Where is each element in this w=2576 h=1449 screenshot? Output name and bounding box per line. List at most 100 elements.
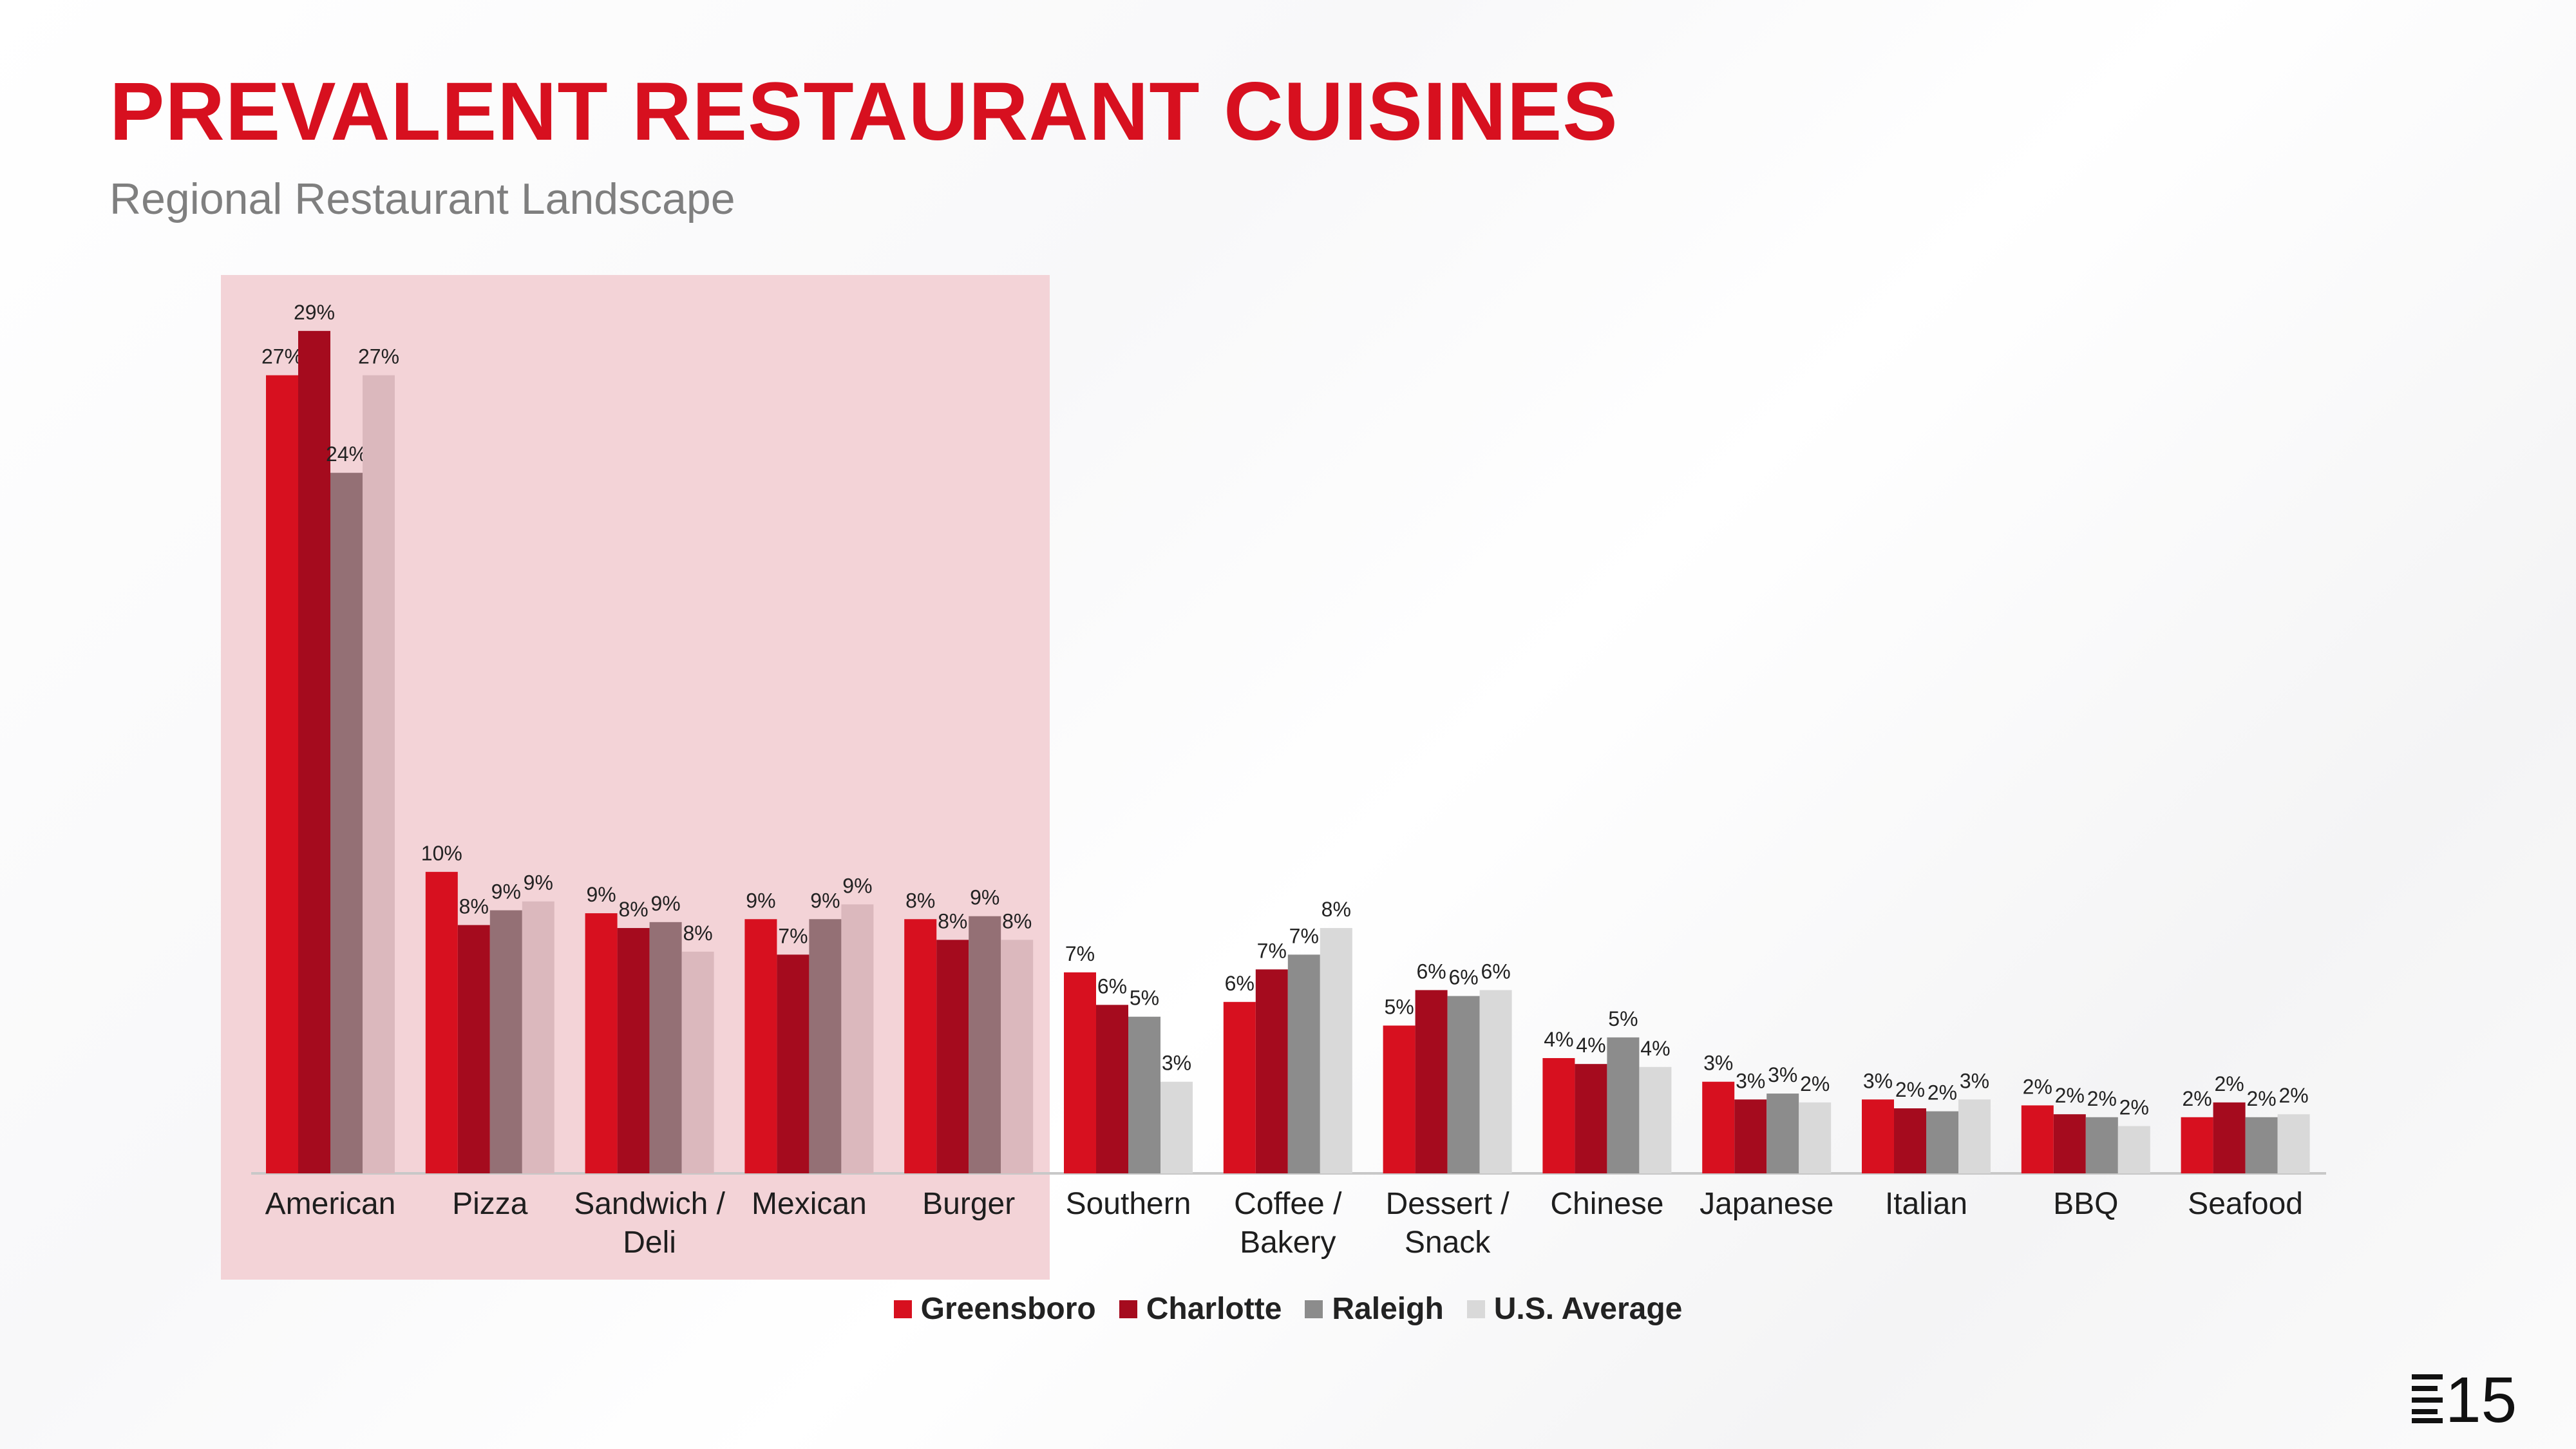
data-label-charlotte-12: 2% <box>2214 1072 2244 1095</box>
bar-raleigh-6 <box>1287 954 1320 1173</box>
category-label-2: Sandwich / <box>574 1187 725 1221</box>
bar-charlotte-2 <box>617 928 650 1173</box>
category-label-11: BBQ <box>2053 1187 2118 1221</box>
category-label-7: Dessert / <box>1386 1187 1510 1221</box>
bar-greensboro-6 <box>1223 1001 1256 1173</box>
bar-charlotte-11 <box>2053 1114 2086 1173</box>
data-label-greensboro-2: 9% <box>586 883 616 906</box>
bar-charlotte-3 <box>777 954 810 1173</box>
bar-charlotte-0 <box>298 330 330 1173</box>
bar-us-average-8 <box>1639 1066 1672 1173</box>
logo-text: 15 <box>2445 1372 2517 1423</box>
bar-greensboro-9 <box>1702 1081 1735 1173</box>
data-label-us-average-8: 4% <box>1640 1037 1670 1060</box>
category-label-9: Japanese <box>1700 1187 1833 1221</box>
category-label-5: Southern <box>1066 1187 1191 1221</box>
data-label-raleigh-1: 9% <box>491 880 521 903</box>
category-label-4: Burger <box>922 1187 1015 1221</box>
data-label-raleigh-2: 9% <box>650 892 680 915</box>
bar-greensboro-0 <box>266 375 298 1174</box>
legend-label-greensboro: Greensboro <box>920 1292 1096 1326</box>
data-label-greensboro-5: 7% <box>1065 942 1095 965</box>
data-label-charlotte-6: 7% <box>1257 939 1287 962</box>
legend-swatch-us-average <box>1466 1300 1485 1318</box>
bar-greensboro-7 <box>1383 1025 1416 1173</box>
bar-greensboro-12 <box>2181 1117 2213 1173</box>
bar-greensboro-4 <box>904 919 937 1173</box>
bar-us-average-6 <box>1320 928 1352 1173</box>
data-label-us-average-3: 9% <box>842 874 872 897</box>
category-label-2: Deli <box>623 1226 676 1260</box>
bar-raleigh-10 <box>1926 1111 1958 1173</box>
data-label-us-average-0: 27% <box>358 345 399 368</box>
category-label-10: Italian <box>1885 1187 1967 1221</box>
data-label-raleigh-6: 7% <box>1289 924 1319 947</box>
bar-us-average-3 <box>841 904 874 1173</box>
data-label-greensboro-6: 6% <box>1225 972 1255 995</box>
data-label-us-average-10: 3% <box>1960 1069 1989 1092</box>
data-label-greensboro-0: 27% <box>261 345 303 368</box>
bar-charlotte-12 <box>2213 1102 2246 1173</box>
bar-raleigh-3 <box>809 919 842 1173</box>
data-label-charlotte-8: 4% <box>1576 1034 1605 1057</box>
bar-us-average-5 <box>1160 1081 1193 1173</box>
legend-label-us-average: U.S. Average <box>1493 1292 1683 1326</box>
bar-greensboro-5 <box>1064 972 1096 1173</box>
bar-greensboro-3 <box>744 919 777 1173</box>
bar-raleigh-4 <box>969 916 1001 1173</box>
legend-item-raleigh: Raleigh <box>1305 1291 1444 1327</box>
data-label-charlotte-0: 29% <box>294 301 335 324</box>
data-label-charlotte-2: 8% <box>618 898 648 921</box>
e15-logo-icon: 15 <box>2412 1372 2517 1423</box>
bar-raleigh-11 <box>2085 1117 2118 1173</box>
bar-raleigh-2 <box>649 922 682 1173</box>
data-label-us-average-2: 8% <box>683 922 712 945</box>
bar-greensboro-2 <box>585 913 618 1173</box>
bar-us-average-7 <box>1479 990 1512 1173</box>
data-label-charlotte-3: 7% <box>778 924 808 947</box>
legend-swatch-greensboro <box>893 1300 912 1318</box>
data-label-raleigh-11: 2% <box>2087 1087 2117 1110</box>
page-subtitle: Regional Restaurant Landscape <box>109 175 735 223</box>
data-label-greensboro-7: 5% <box>1384 996 1414 1019</box>
data-label-us-average-11: 2% <box>2119 1096 2149 1119</box>
data-label-greensboro-8: 4% <box>1544 1028 1573 1051</box>
data-label-us-average-5: 3% <box>1162 1052 1191 1075</box>
bar-us-average-0 <box>363 375 395 1174</box>
data-label-greensboro-12: 2% <box>2182 1087 2211 1110</box>
data-label-charlotte-9: 3% <box>1736 1069 1765 1092</box>
data-label-raleigh-4: 9% <box>970 886 999 909</box>
bar-greensboro-1 <box>425 871 458 1173</box>
data-label-us-average-12: 2% <box>2278 1084 2308 1107</box>
category-label-6: Coffee / <box>1234 1187 1342 1221</box>
category-label-7: Snack <box>1405 1226 1491 1260</box>
data-label-raleigh-7: 6% <box>1448 966 1478 989</box>
bar-greensboro-10 <box>1862 1099 1894 1173</box>
bar-charlotte-9 <box>1734 1099 1767 1173</box>
bar-us-average-12 <box>2277 1114 2310 1173</box>
data-label-greensboro-1: 10% <box>421 842 462 865</box>
bar-us-average-11 <box>2117 1126 2150 1173</box>
bar-greensboro-8 <box>1542 1057 1575 1173</box>
data-label-greensboro-10: 3% <box>1863 1069 1893 1092</box>
page-title: PREVALENT RESTAURANT CUISINES <box>109 66 1618 158</box>
bar-charlotte-5 <box>1096 1005 1128 1173</box>
data-label-us-average-6: 8% <box>1321 898 1351 921</box>
data-label-raleigh-9: 3% <box>1768 1063 1797 1086</box>
bar-charlotte-8 <box>1575 1064 1607 1173</box>
chart-legend: Greensboro Charlotte Raleigh U.S. Averag… <box>0 1291 2576 1327</box>
legend-label-raleigh: Raleigh <box>1332 1292 1444 1326</box>
category-label-8: Chinese <box>1550 1187 1663 1221</box>
data-label-raleigh-3: 9% <box>810 889 840 912</box>
data-label-us-average-7: 6% <box>1481 960 1510 983</box>
bar-raleigh-12 <box>2245 1117 2278 1173</box>
bar-charlotte-7 <box>1415 990 1448 1173</box>
data-label-us-average-9: 2% <box>1800 1072 1830 1095</box>
bar-us-average-2 <box>681 951 714 1173</box>
bar-us-average-1 <box>522 901 554 1173</box>
category-label-6: Bakery <box>1240 1226 1336 1260</box>
category-label-12: Seafood <box>2188 1187 2303 1221</box>
data-label-charlotte-11: 2% <box>2055 1084 2085 1107</box>
legend-item-us-average: U.S. Average <box>1466 1291 1683 1327</box>
